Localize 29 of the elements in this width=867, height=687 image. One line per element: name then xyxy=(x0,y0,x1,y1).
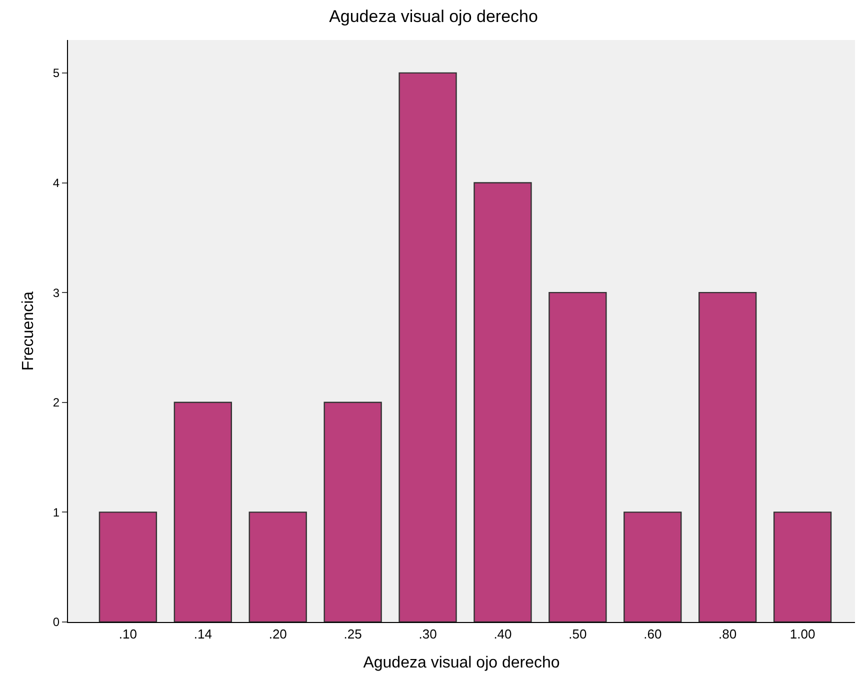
y-tick-label: 0 xyxy=(52,615,60,630)
bar xyxy=(548,292,607,622)
chart-title: Agudeza visual ojo derecho xyxy=(329,7,538,26)
bar xyxy=(324,402,382,622)
bar xyxy=(98,512,158,622)
bar xyxy=(248,512,307,622)
bar xyxy=(773,512,832,622)
y-tick-label: 3 xyxy=(52,286,60,300)
y-tick-label: 2 xyxy=(52,396,60,410)
y-axis-title: Frecuencia xyxy=(20,291,37,371)
x-tick-label: .60 xyxy=(644,626,662,642)
bar xyxy=(698,292,757,622)
x-tick-label: .14 xyxy=(194,626,212,642)
bar xyxy=(474,182,532,622)
bar xyxy=(624,512,682,622)
x-tick-label: .80 xyxy=(718,626,737,642)
x-axis-title: Agudeza visual ojo derecho xyxy=(363,654,560,672)
y-tick-label: 1 xyxy=(52,505,60,520)
x-tick-label: .20 xyxy=(268,626,287,642)
bar xyxy=(174,402,232,622)
y-tick-label: 4 xyxy=(52,176,60,190)
bar xyxy=(398,72,457,622)
y-tick-label: 5 xyxy=(52,66,60,80)
x-tick-label: 1.00 xyxy=(790,626,816,642)
x-tick-label: .30 xyxy=(418,626,437,642)
x-tick-label: .40 xyxy=(494,626,512,642)
x-tick-label: .50 xyxy=(568,626,587,642)
x-tick-label: .10 xyxy=(118,626,137,642)
x-tick-label: .25 xyxy=(344,626,362,642)
